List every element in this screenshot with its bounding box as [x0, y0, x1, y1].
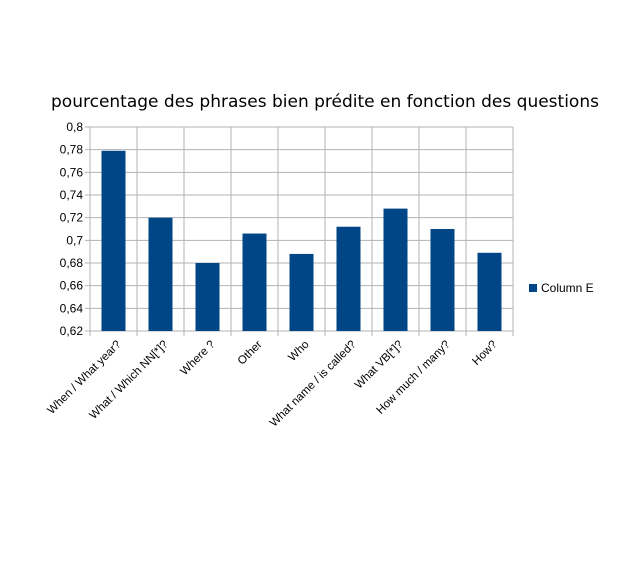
x-category-label: Who: [286, 339, 311, 364]
x-category-label: Other: [236, 339, 265, 368]
bar: [242, 233, 267, 331]
x-category-label: What name / is called?: [268, 339, 359, 430]
y-tick-label: 0,66: [60, 279, 84, 293]
bar: [477, 252, 502, 331]
x-category-label: What / Which NN[*]?: [88, 339, 171, 422]
bar: [383, 208, 408, 331]
bar: [430, 229, 455, 331]
x-category-label: Where ?: [178, 339, 217, 378]
x-category-label: How?: [470, 339, 499, 368]
legend-label: Column E: [541, 281, 594, 295]
bar: [336, 226, 361, 331]
bar: [148, 217, 173, 331]
y-axis-ticks: 0,62 0,64 0,66 0,68 0,7 0,72 0,74 0,76 0,78 0,8: [60, 120, 84, 338]
y-tick-label: 0,64: [60, 301, 84, 315]
y-tick-label: 0,78: [60, 143, 84, 157]
y-tick-label: 0,76: [60, 165, 84, 179]
bar: [195, 263, 220, 331]
y-tick-label: 0,72: [60, 211, 84, 225]
x-axis-labels: When / What year?What / Which NN[*]? Wher…: [46, 339, 500, 430]
bar: [289, 253, 314, 331]
y-tick-label: 0,68: [60, 256, 84, 270]
bars: [101, 150, 502, 331]
y-tick-label: 0,8: [66, 120, 83, 134]
chart-title: pourcentage des phrases bien prédite en …: [51, 92, 599, 112]
legend: Column E: [529, 281, 594, 295]
bar: [101, 150, 126, 331]
y-tick-label: 0,7: [66, 233, 83, 247]
legend-swatch: [529, 284, 537, 292]
y-tick-label: 0,74: [60, 188, 84, 202]
y-tick-label: 0,62: [60, 324, 84, 338]
x-category-label: What VB[*]?: [353, 339, 406, 392]
